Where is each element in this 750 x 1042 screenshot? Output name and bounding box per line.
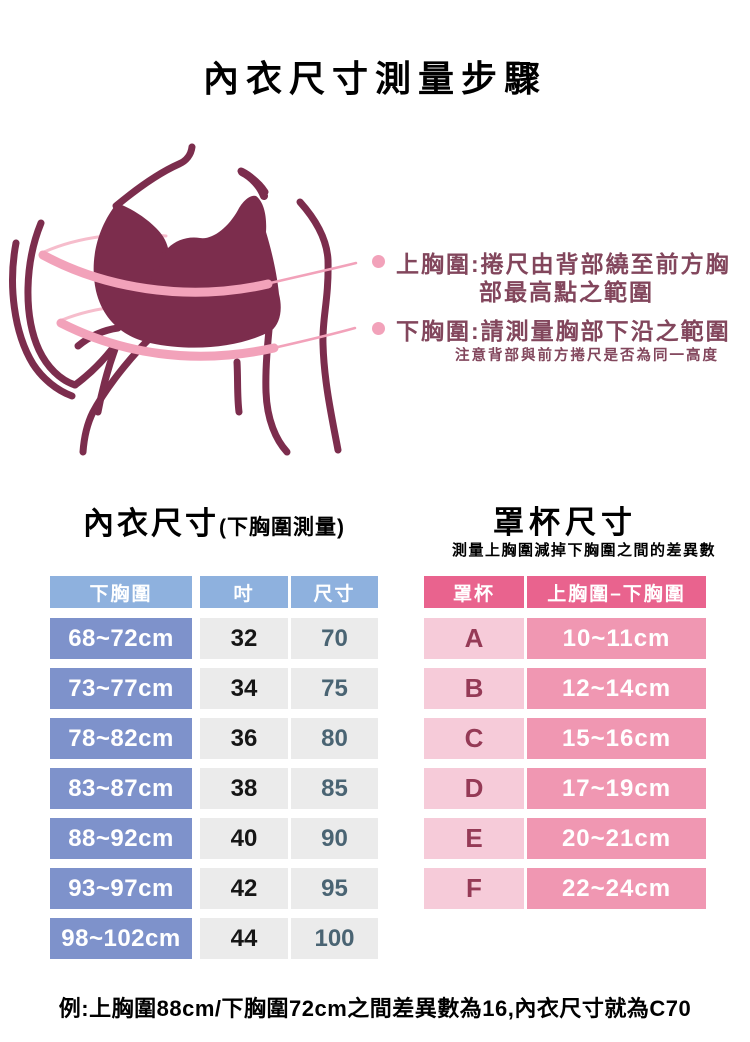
table-row: 93~97cm 42 95 <box>50 868 378 909</box>
inch-cell: 34 <box>200 668 288 709</box>
lower-tape <box>56 318 357 361</box>
inch-cell: 36 <box>200 718 288 759</box>
diff-cell: 20~21cm <box>527 818 706 859</box>
cup-table: 罩杯 上胸圍–下胸圍 A 10~11cm B 12~14cm C 15~16cm… <box>424 576 706 918</box>
band-cell: 88~92cm <box>50 818 192 859</box>
upper-bust-text-line2: 部最高點之範圍 <box>479 279 654 305</box>
band-cell: 98~102cm <box>50 918 192 959</box>
table-row: D 17~19cm <box>424 768 706 809</box>
band-cell: 68~72cm <box>50 618 192 659</box>
table-row: B 12~14cm <box>424 668 706 709</box>
diff-cell: 22~24cm <box>527 868 706 909</box>
inch-cell: 32 <box>200 618 288 659</box>
cup-cell: F <box>424 868 524 909</box>
table-row: 78~82cm 36 80 <box>50 718 378 759</box>
size-cell: 85 <box>291 768 378 809</box>
cup-cell: E <box>424 818 524 859</box>
inch-cell: 40 <box>200 818 288 859</box>
cup-cell: C <box>424 718 524 759</box>
example-text: 例:上胸圍88cm/下胸圍72cm之間差異數為16,內衣尺寸就為C70 <box>58 996 692 1021</box>
bra-shape <box>93 195 281 348</box>
table-row: 98~102cm 44 100 <box>50 918 378 959</box>
table-row: 83~87cm 38 85 <box>50 768 378 809</box>
band-cell: 83~87cm <box>50 768 192 809</box>
table-row: 73~77cm 34 75 <box>50 668 378 709</box>
table-row: 88~92cm 40 90 <box>50 818 378 859</box>
cup-cell: B <box>424 668 524 709</box>
cup-cell: D <box>424 768 524 809</box>
measurement-figure: 上胸圍:捲尺由背部繞至前方胸 部最高點之範圍 下胸圍:請測量胸部下沿之範圍 注意… <box>0 140 750 480</box>
under-bust-note: 注意背部與前方捲尺是否為同一高度 <box>455 348 719 364</box>
measurement-annotations: 上胸圍:捲尺由背部繞至前方胸 部最高點之範圍 下胸圍:請測量胸部下沿之範圍 注意… <box>372 246 732 366</box>
upper-tape-dot <box>372 255 385 268</box>
band-cell: 78~82cm <box>50 718 192 759</box>
size-cell: 90 <box>291 818 378 859</box>
diff-cell: 12~14cm <box>527 668 706 709</box>
lower-tape-dot <box>372 322 385 335</box>
size-cell: 95 <box>291 868 378 909</box>
size-cell: 70 <box>291 618 378 659</box>
size-table-header: 下胸圍 吋 尺寸 <box>50 576 378 608</box>
band-cell: 93~97cm <box>50 868 192 909</box>
page-title: 內衣尺寸測量步驟 <box>202 58 547 99</box>
under-bust-line: 下胸圍:請測量胸部下沿之範圍 <box>372 313 732 344</box>
header-diff: 上胸圍–下胸圍 <box>527 576 706 608</box>
inch-cell: 44 <box>200 918 288 959</box>
table-row: F 22~24cm <box>424 868 706 909</box>
cup-table-title: 罩杯尺寸 <box>493 505 637 540</box>
table-row: C 15~16cm <box>424 718 706 759</box>
cup-table-header: 罩杯 上胸圍–下胸圍 <box>424 576 706 608</box>
size-table: 下胸圍 吋 尺寸 68~72cm 32 70 73~77cm 34 75 78~… <box>50 576 378 968</box>
band-cell: 73~77cm <box>50 668 192 709</box>
inch-cell: 42 <box>200 868 288 909</box>
size-cell: 100 <box>291 918 378 959</box>
diff-cell: 15~16cm <box>527 718 706 759</box>
under-bust-label: 下胸圍:請測量胸部下沿之範圍 <box>396 317 731 344</box>
size-cell: 80 <box>291 718 378 759</box>
size-table-title-suffix: (下胸圍測量) <box>219 516 345 539</box>
upper-bust-line: 上胸圍:捲尺由背部繞至前方胸 <box>372 246 732 277</box>
upper-bust-label: 上胸圍:捲尺由背部繞至前方胸 <box>396 250 731 277</box>
inch-cell: 38 <box>200 768 288 809</box>
bra-measurement-illustration <box>9 143 358 456</box>
header-inch: 吋 <box>200 576 288 608</box>
cup-table-subtitle: 測量上胸圍減掉下胸圍之間的差異數 <box>451 542 716 559</box>
header-cup: 罩杯 <box>424 576 524 608</box>
cup-cell: A <box>424 618 524 659</box>
table-row: A 10~11cm <box>424 618 706 659</box>
header-size: 尺寸 <box>291 576 378 608</box>
upper-tape <box>38 250 358 297</box>
diff-cell: 10~11cm <box>527 618 706 659</box>
table-row: 68~72cm 32 70 <box>50 618 378 659</box>
diff-cell: 17~19cm <box>527 768 706 809</box>
header-band: 下胸圍 <box>50 576 192 608</box>
size-cell: 75 <box>291 668 378 709</box>
table-row: E 20~21cm <box>424 818 706 859</box>
size-table-title: 內衣尺寸(下胸圍測量) <box>83 506 345 541</box>
